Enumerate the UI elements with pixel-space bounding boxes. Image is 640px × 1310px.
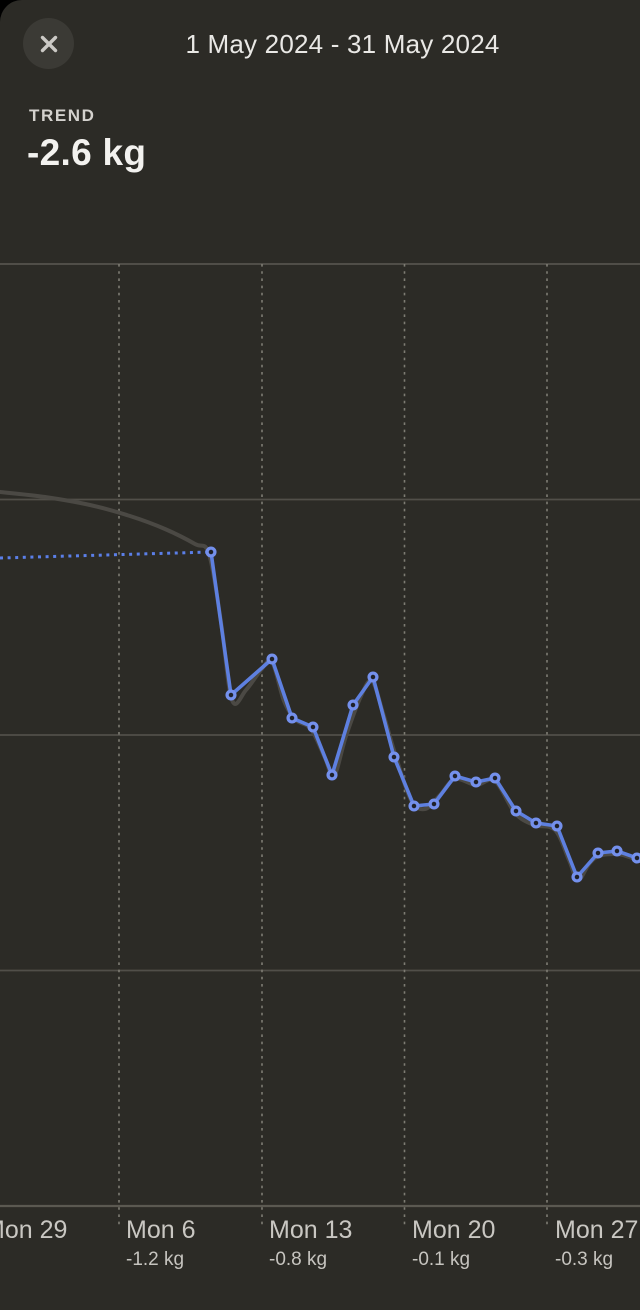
x-tick-label: Mon 20 (412, 1216, 496, 1244)
x-tick-label: Mon 6 (126, 1216, 196, 1244)
close-button[interactable] (23, 18, 74, 69)
x-tick-delta: -0.1 kg (412, 1249, 471, 1270)
x-tick-delta: -0.8 kg (269, 1249, 328, 1270)
x-tick-delta: -0.3 kg (555, 1249, 614, 1270)
trend-label: TREND (29, 106, 96, 125)
x-tick-label: Mon 13 (269, 1216, 353, 1244)
x-tick-label: Mon 29 (0, 1216, 68, 1244)
close-icon (40, 35, 57, 52)
x-tick-delta: -1.2 kg (126, 1249, 185, 1270)
page-title: 1 May 2024 - 31 May 2024 (185, 29, 500, 59)
trend-value: -2.6 kg (27, 132, 147, 173)
x-tick-label: Mon 27 (555, 1216, 639, 1244)
